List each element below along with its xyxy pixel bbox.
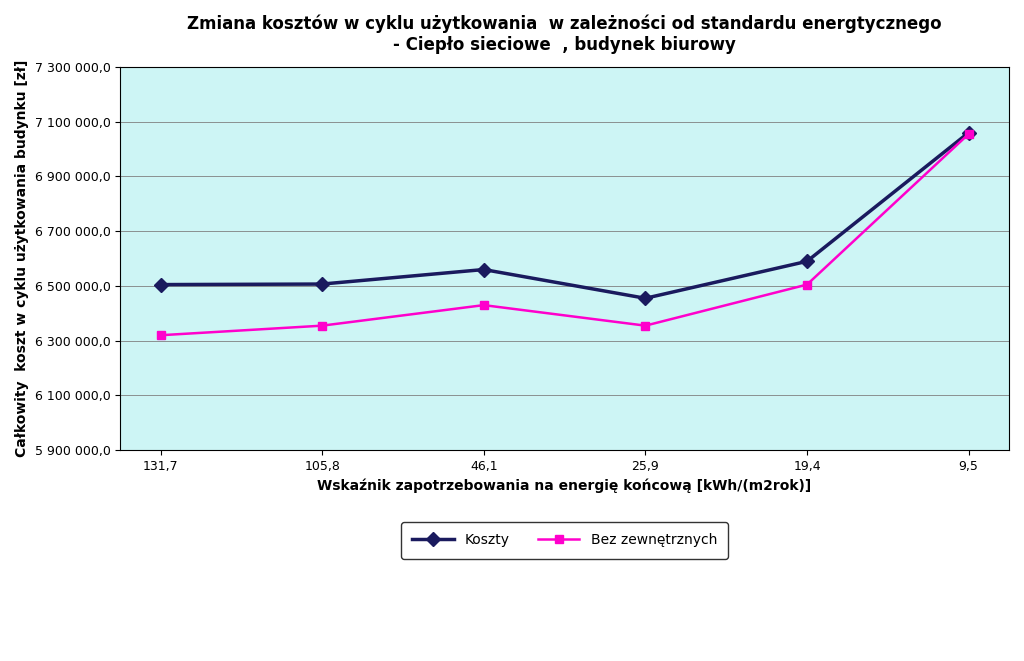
Line: Bez zewnętrznych: Bez zewnętrznych bbox=[157, 130, 973, 339]
Legend: Koszty, Bez zewnętrznych: Koszty, Bez zewnętrznych bbox=[401, 522, 728, 559]
Koszty bbox=[477, 266, 489, 274]
Bez zewnętrznych bbox=[316, 322, 329, 330]
Koszty bbox=[316, 280, 329, 288]
Bez zewnętrznych bbox=[639, 322, 651, 330]
Koszty bbox=[155, 281, 167, 289]
Koszty bbox=[801, 257, 813, 265]
Koszty bbox=[639, 294, 651, 302]
Bez zewnętrznych bbox=[477, 301, 489, 309]
Line: Koszty: Koszty bbox=[156, 128, 974, 303]
Bez zewnętrznych bbox=[963, 130, 975, 138]
X-axis label: Wskaźnik zapotrzebowania na energię końcową [kWh/(m2rok)]: Wskaźnik zapotrzebowania na energię końc… bbox=[317, 479, 812, 493]
Title: Zmiana kosztów w cyklu użytkowania  w zależności od standardu energtycznego
- Ci: Zmiana kosztów w cyklu użytkowania w zal… bbox=[187, 15, 942, 54]
Bez zewnętrznych bbox=[155, 331, 167, 339]
Y-axis label: Całkowity  koszt w cyklu użytkowania budynku [zł]: Całkowity koszt w cyklu użytkowania budy… bbox=[15, 60, 29, 457]
Bez zewnętrznych bbox=[801, 281, 813, 289]
Koszty bbox=[963, 129, 975, 137]
